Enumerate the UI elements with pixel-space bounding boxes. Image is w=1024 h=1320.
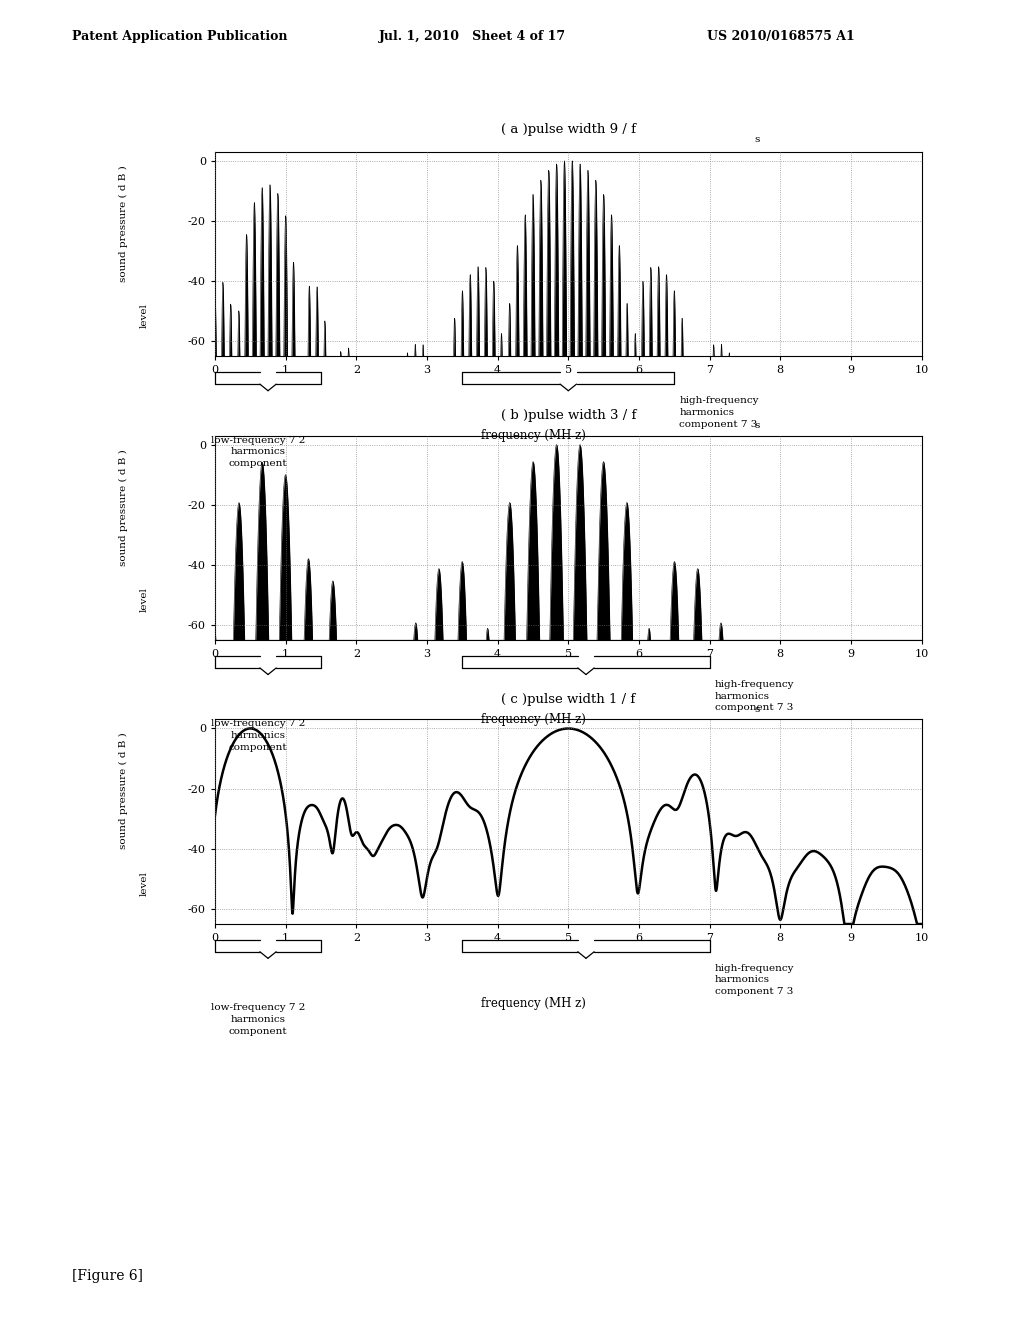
Text: [Figure 6]: [Figure 6] — [72, 1269, 142, 1283]
Text: sound pressure ( d B ): sound pressure ( d B ) — [119, 165, 128, 281]
Text: Patent Application Publication: Patent Application Publication — [72, 30, 287, 44]
Text: ( c )pulse width 1 / f: ( c )pulse width 1 / f — [501, 693, 636, 706]
Text: high-frequency
harmonics
component 7 3: high-frequency harmonics component 7 3 — [680, 396, 759, 429]
Text: US 2010/0168575 A1: US 2010/0168575 A1 — [707, 30, 854, 44]
Text: s: s — [755, 705, 760, 714]
Text: level: level — [140, 587, 148, 611]
Text: low-frequency 7 2
harmonics
component: low-frequency 7 2 harmonics component — [211, 1003, 305, 1036]
Text: high-frequency
harmonics
component 7 3: high-frequency harmonics component 7 3 — [715, 680, 795, 713]
Text: level: level — [140, 871, 148, 895]
Text: low-frequency 7 2
harmonics
component: low-frequency 7 2 harmonics component — [211, 436, 305, 469]
Text: ( a )pulse width 9 / f: ( a )pulse width 9 / f — [501, 123, 636, 136]
Text: frequency (MH z): frequency (MH z) — [480, 997, 586, 1010]
Text: s: s — [755, 421, 760, 430]
Text: frequency (MH z): frequency (MH z) — [480, 429, 586, 442]
Text: level: level — [140, 304, 148, 327]
Text: high-frequency
harmonics
component 7 3: high-frequency harmonics component 7 3 — [715, 964, 795, 997]
Text: frequency (MH z): frequency (MH z) — [480, 713, 586, 726]
Text: low-frequency 7 2
harmonics
component: low-frequency 7 2 harmonics component — [211, 719, 305, 752]
Text: s: s — [755, 135, 760, 144]
Text: Jul. 1, 2010   Sheet 4 of 17: Jul. 1, 2010 Sheet 4 of 17 — [379, 30, 566, 44]
Text: sound pressure ( d B ): sound pressure ( d B ) — [119, 733, 128, 849]
Text: ( b )pulse width 3 / f: ( b )pulse width 3 / f — [501, 409, 636, 422]
Text: sound pressure ( d B ): sound pressure ( d B ) — [119, 449, 128, 565]
